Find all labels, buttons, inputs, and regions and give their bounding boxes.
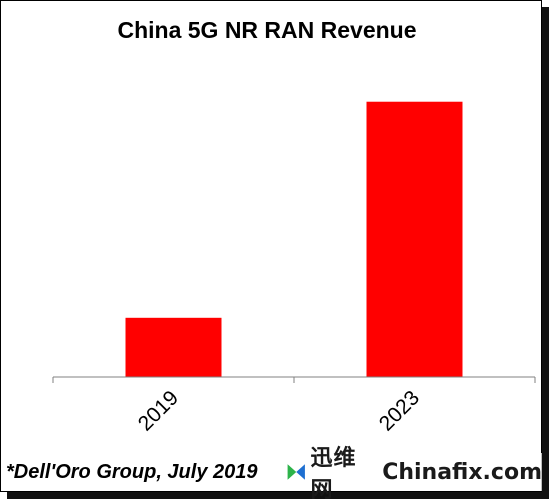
bar-chart: China 5G NR RAN Revenue 2019 2023 *Dell'O… <box>6 17 536 483</box>
x-tick-label-2023: 2023 <box>375 386 424 435</box>
chinafix-logo-icon <box>287 464 305 480</box>
x-axis: 2019 2023 <box>52 376 536 436</box>
watermark-text-cn: 迅维网 <box>310 446 357 503</box>
chart-frame: China 5G NR RAN Revenue 2019 2023 *Dell'O… <box>0 0 542 492</box>
bar-2019 <box>125 317 222 377</box>
chart-title: China 5G NR RAN Revenue <box>117 17 416 43</box>
x-tick-label-2019: 2019 <box>134 386 183 435</box>
bar-2023 <box>366 101 463 377</box>
source-note: *Dell'Oro Group, July 2019 <box>6 461 258 483</box>
watermark: 迅维网 Chinafix.com <box>283 446 542 503</box>
bars-layer <box>125 101 463 377</box>
watermark-text-en: Chinafix.com <box>382 459 542 485</box>
